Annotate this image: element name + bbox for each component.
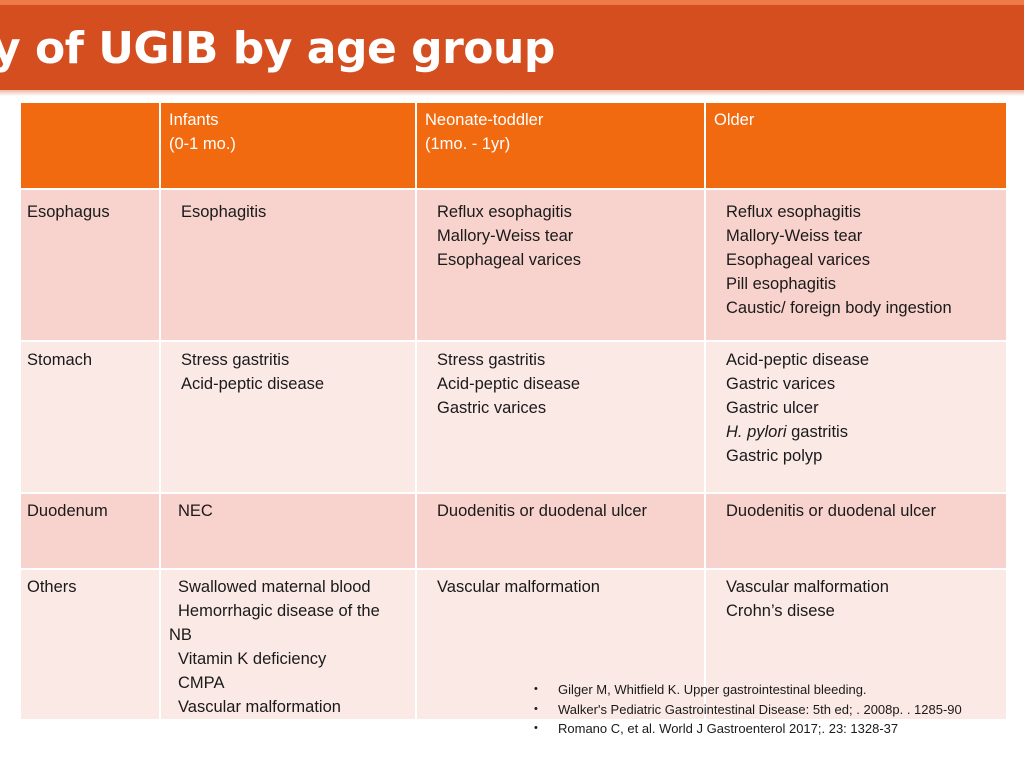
row-label-duodenum: Duodenum xyxy=(19,492,161,570)
ugib-table: Infants (0-1 mo.) Neonate-toddler (1mo. - … xyxy=(19,101,1008,721)
reference-item: • Romano C, et al. World J Gastroenterol… xyxy=(530,719,1024,739)
reference-item: • Walker's Pediatric Gastrointestinal Di… xyxy=(530,700,1024,720)
header-line: Infants xyxy=(169,111,219,129)
header-row: Infants (0-1 mo.) Neonate-toddler (1mo. - … xyxy=(19,101,1008,190)
cell-older: Reflux esophagitis Mallory-Weiss tear Es… xyxy=(704,188,1008,342)
references: • Gilger M, Whitfield K. Upper gastroint… xyxy=(530,680,1024,739)
header-neonate-toddler: Neonate-toddler (1mo. - 1yr) xyxy=(415,101,706,190)
cause-item: Gastric polyp xyxy=(726,447,823,465)
cause-item: Esophageal varices xyxy=(437,251,582,269)
cell-neonate-toddler: Reflux esophagitis Mallory-Weiss tear Es… xyxy=(415,188,706,342)
title-bar: y of UGIB by age group xyxy=(0,0,1024,90)
cause-item: Vascular malformation xyxy=(437,578,600,596)
cause-item: Gastric ulcer xyxy=(726,399,819,417)
cause-item: Pill esophagitis xyxy=(726,275,837,293)
bullet-icon: • xyxy=(534,683,538,695)
cause-item: Stress gastritis xyxy=(437,351,546,369)
cause-item: Crohn’s disese xyxy=(726,602,835,620)
cause-item: Reflux esophagitis xyxy=(437,203,572,221)
header-corner xyxy=(19,101,161,190)
row-label-others: Others xyxy=(19,568,161,721)
cell-older: Vascular malformation Crohn’s disese xyxy=(704,568,1008,721)
cause-item: Vascular malformation xyxy=(726,578,889,596)
cell-infants: Esophagitis xyxy=(159,188,417,342)
cause-item: NB xyxy=(169,626,192,644)
cell-neonate-toddler: Vascular malformation xyxy=(415,568,706,721)
cause-item: Acid-peptic disease xyxy=(437,375,581,393)
table-row: Others Swallowed maternal blood Hemorrha… xyxy=(19,568,1008,721)
cause-item: Gastric varices xyxy=(437,399,547,417)
cause-item: Stress gastritis xyxy=(181,351,290,369)
table-row: Esophagus Esophagitis Reflux esophagitis… xyxy=(19,188,1008,342)
cause-item: NEC xyxy=(178,502,213,520)
reference-text: Romano C, et al. World J Gastroenterol 2… xyxy=(558,721,899,736)
cause-item: Vascular malformation xyxy=(178,698,341,716)
cause-item: Gastric varices xyxy=(726,375,836,393)
row-label-esophagus: Esophagus xyxy=(19,188,161,342)
cause-item-h-pylori: H. pylori gastritis xyxy=(726,420,1006,444)
header-infants: Infants (0-1 mo.) xyxy=(159,101,417,190)
cell-older: Acid-peptic disease Gastric varices Gast… xyxy=(704,340,1008,494)
reference-item: • Gilger M, Whitfield K. Upper gastroint… xyxy=(530,680,1024,700)
cause-item: Hemorrhagic disease of the xyxy=(178,602,380,620)
cause-item: Vitamin K deficiency xyxy=(178,650,327,668)
cause-item: Mallory-Weiss tear xyxy=(726,227,863,245)
table-row: Stomach Stress gastritis Acid-peptic dis… xyxy=(19,340,1008,494)
slide-title: y of UGIB by age group xyxy=(0,23,555,74)
cause-item: Duodenitis or duodenal ulcer xyxy=(726,502,937,520)
header-line: Neonate-toddler xyxy=(425,111,544,129)
cell-infants: Swallowed maternal blood Hemorrhagic dis… xyxy=(159,568,417,721)
cause-item: Acid-peptic disease xyxy=(726,351,870,369)
cause-item: Caustic/ foreign body ingestion xyxy=(726,299,952,317)
bullet-icon: • xyxy=(534,702,538,715)
cell-neonate-toddler: Stress gastritis Acid-peptic disease Gas… xyxy=(415,340,706,494)
cause-item: CMPA xyxy=(178,674,225,692)
header-line: (1mo. - 1yr) xyxy=(425,135,511,153)
header-line: (0-1 mo.) xyxy=(169,135,236,153)
cause-item: Swallowed maternal blood xyxy=(178,578,371,596)
cause-item: Esophagitis xyxy=(181,203,267,221)
cause-item-italic: H. pylori xyxy=(726,423,787,441)
cause-item: Acid-peptic disease xyxy=(181,375,325,393)
reference-text: Gilger M, Whitfield K. Upper gastrointes… xyxy=(558,682,867,697)
row-label-stomach: Stomach xyxy=(19,340,161,494)
cause-item: Esophageal varices xyxy=(726,251,871,269)
cause-item: Mallory-Weiss tear xyxy=(437,227,574,245)
title-divider xyxy=(0,90,1024,96)
cell-older: Duodenitis or duodenal ulcer xyxy=(704,492,1008,570)
cell-neonate-toddler: Duodenitis or duodenal ulcer xyxy=(415,492,706,570)
cell-infants: NEC xyxy=(159,492,417,570)
cause-item: Reflux esophagitis xyxy=(726,203,861,221)
cause-item: Duodenitis or duodenal ulcer xyxy=(437,502,648,520)
header-older: Older xyxy=(704,101,1008,190)
reference-text: Walker's Pediatric Gastrointestinal Dise… xyxy=(558,701,962,717)
cause-item-suffix: gastritis xyxy=(786,423,848,441)
bullet-icon: • xyxy=(534,722,538,734)
table-row: Duodenum NEC Duodenitis or duodenal ulce… xyxy=(19,492,1008,570)
cell-infants: Stress gastritis Acid-peptic disease xyxy=(159,340,417,494)
